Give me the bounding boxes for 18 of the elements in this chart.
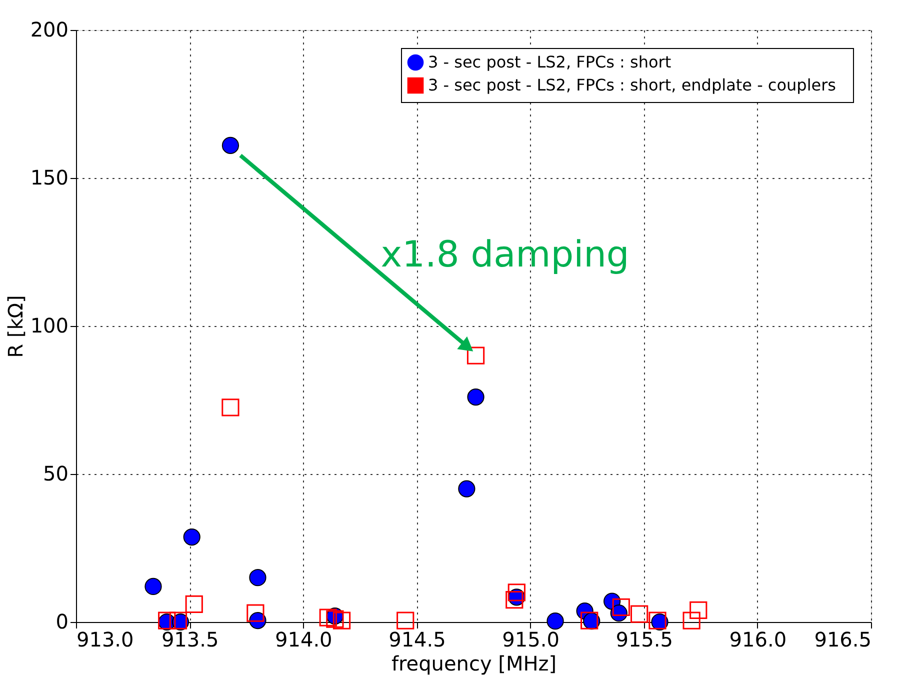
x-tick-label: 915.5: [616, 628, 673, 652]
x-tick-label: 914.0: [275, 628, 332, 652]
x-tick-label: 913.0: [76, 628, 134, 652]
y-tick-label: 50: [43, 462, 68, 486]
y-tick-label: 150: [30, 166, 68, 190]
x-tick-label: 916.0: [729, 628, 787, 652]
x-tick-label: 914.5: [388, 628, 446, 652]
y-tick-label: 200: [30, 18, 68, 42]
legend-label: 3 - sec post - LS2, FPCs : short: [428, 52, 672, 72]
x-tick-label: 915.0: [502, 628, 560, 652]
y-tick-label: 0: [56, 610, 68, 634]
y-tick-label: 100: [30, 314, 68, 338]
x-axis-title: frequency [MHz]: [391, 652, 557, 676]
x-tick-label: 913.5: [161, 628, 219, 652]
legend-label: 3 - sec post - LS2, FPCs : short, endplate - couplers: [428, 76, 836, 94]
y-axis-title: R [kΩ]: [3, 295, 28, 358]
x-tick-label: 916.5: [814, 628, 872, 652]
annotation: x1.8 damping: [380, 234, 630, 276]
